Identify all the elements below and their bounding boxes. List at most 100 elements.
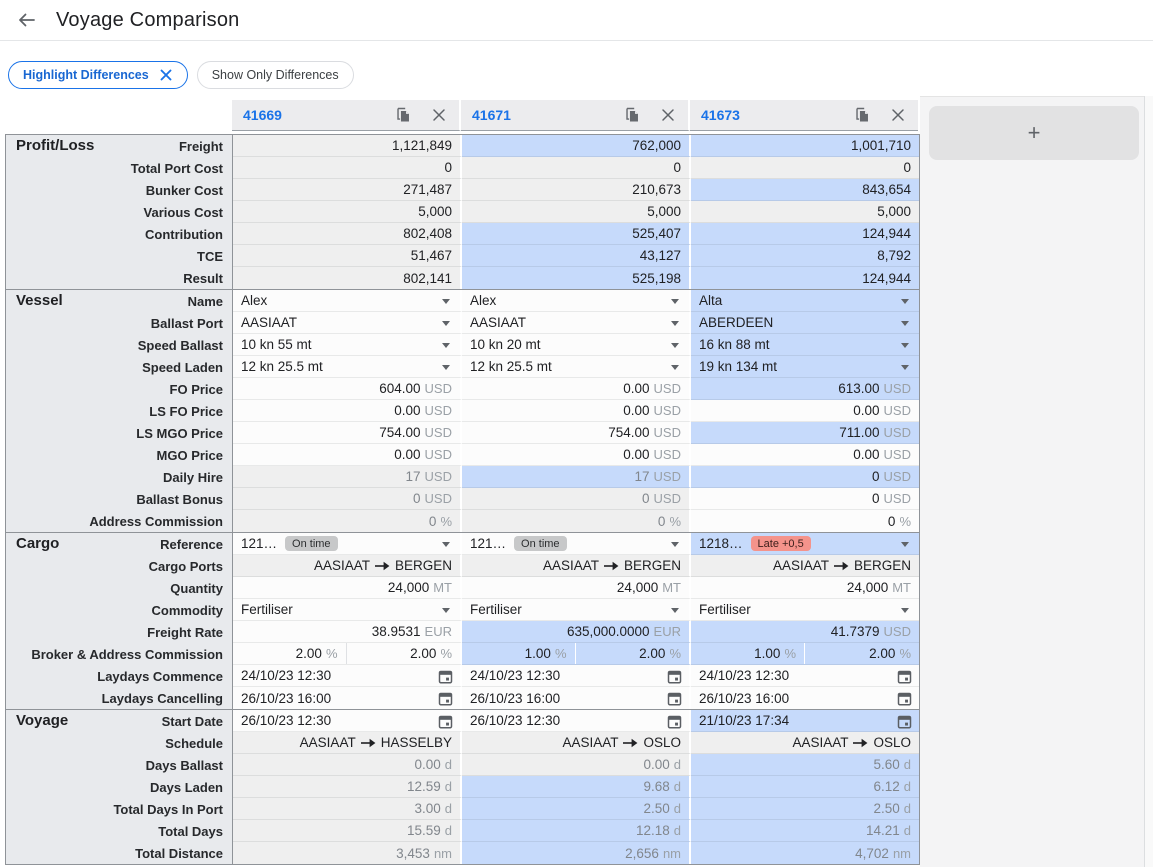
chevron-down-icon: [671, 542, 679, 547]
cell-laydays-cancelling-41673[interactable]: 26/10/23 16:00: [691, 687, 919, 709]
commission-field[interactable]: 2.00%: [347, 643, 461, 664]
cell-commodity-41669[interactable]: Fertiliser: [233, 599, 462, 621]
calendar-icon[interactable]: [667, 714, 682, 732]
cell-reference-41673[interactable]: 1218… Late +0,5: [691, 533, 919, 555]
calendar-icon[interactable]: [897, 669, 912, 687]
cell-fo-price-41673[interactable]: 613.00 USD: [691, 378, 919, 400]
cell-broker-address-commission-41671[interactable]: 1.00% 2.00%: [462, 643, 691, 665]
cell-laydays-cancelling-41671[interactable]: 26/10/23 16:00: [462, 687, 691, 709]
cell-quantity-41669[interactable]: 24,000 MT: [233, 577, 462, 599]
cell-ls-fo-price-41673[interactable]: 0.00 USD: [691, 400, 919, 422]
cell-start-date-41669[interactable]: 26/10/23 12:30: [233, 710, 462, 732]
commission-field[interactable]: 2.00%: [805, 643, 919, 664]
cell-mgo-price-41669[interactable]: 0.00 USD: [233, 444, 462, 466]
calendar-icon[interactable]: [667, 669, 682, 687]
row-label: Speed Laden: [6, 356, 233, 378]
row-label: Daily Hire: [6, 466, 233, 488]
cell-ls-mgo-price-41673[interactable]: 711.00 USD: [691, 422, 919, 444]
cell-ls-fo-price-41671[interactable]: 0.00 USD: [462, 400, 691, 422]
cell-quantity-41673[interactable]: 24,000 MT: [691, 577, 919, 599]
page-title: Voyage Comparison: [56, 8, 240, 31]
row-label: Address Commission: [6, 510, 233, 532]
cell-freight-rate-41671[interactable]: 635,000.0000 EUR: [462, 621, 691, 643]
cell-ballast-port-41671[interactable]: AASIAAT: [462, 312, 691, 334]
unit-label: d: [444, 823, 452, 838]
cell-freight-41669: 1,121,849: [233, 135, 462, 157]
cell-total-days-in-port-41669: 3.00 d: [233, 798, 462, 820]
cell-name-41671[interactable]: Alex: [462, 290, 691, 312]
close-icon[interactable]: [891, 108, 905, 122]
cell-freight-rate-41673[interactable]: 41.7379 USD: [691, 621, 919, 643]
copy-icon[interactable]: [624, 107, 641, 124]
cell-broker-address-commission-41673[interactable]: 1.00% 2.00%: [691, 643, 919, 665]
cell-speed-laden-41671[interactable]: 12 kn 25.5 mt: [462, 356, 691, 378]
cell-speed-laden-41673[interactable]: 19 kn 134 mt: [691, 356, 919, 378]
cell-speed-ballast-41669[interactable]: 10 kn 55 mt: [233, 334, 462, 356]
calendar-icon[interactable]: [897, 691, 912, 709]
cell-address-commission-41673[interactable]: 0%: [691, 510, 919, 532]
close-icon[interactable]: [432, 108, 446, 122]
cell-commodity-41673[interactable]: Fertiliser: [691, 599, 919, 621]
cell-laydays-commence-41673[interactable]: 24/10/23 12:30: [691, 665, 919, 687]
show-only-differences-chip[interactable]: Show Only Differences: [196, 61, 354, 89]
add-voyage-button[interactable]: +: [929, 106, 1139, 160]
cell-name-41669[interactable]: Alex: [233, 290, 462, 312]
cell-speed-laden-41669[interactable]: 12 kn 25.5 mt: [233, 356, 462, 378]
cell-ls-mgo-price-41669[interactable]: 754.00 USD: [233, 422, 462, 444]
calendar-icon[interactable]: [438, 714, 453, 732]
cell-start-date-41673[interactable]: 21/10/23 17:34: [691, 710, 919, 732]
cell-ls-mgo-price-41671[interactable]: 754.00 USD: [462, 422, 691, 444]
commission-field[interactable]: 1.00%: [462, 643, 576, 664]
cell-speed-ballast-41671[interactable]: 10 kn 20 mt: [462, 334, 691, 356]
cell-mgo-price-41671[interactable]: 0.00 USD: [462, 444, 691, 466]
close-icon[interactable]: [159, 68, 173, 82]
copy-icon[interactable]: [395, 107, 412, 124]
cell-fo-price-41671[interactable]: 0.00 USD: [462, 378, 691, 400]
cell-laydays-commence-41669[interactable]: 24/10/23 12:30: [233, 665, 462, 687]
cell-ls-fo-price-41669[interactable]: 0.00 USD: [233, 400, 462, 422]
unit-label: USD: [424, 425, 452, 440]
copy-icon[interactable]: [854, 107, 871, 124]
cell-broker-address-commission-41669[interactable]: 2.00% 2.00%: [233, 643, 462, 665]
unit-label: USD: [883, 491, 911, 506]
cell-mgo-price-41673[interactable]: 0.00 USD: [691, 444, 919, 466]
chevron-down-icon: [901, 299, 909, 304]
close-icon[interactable]: [661, 108, 675, 122]
cell-quantity-41671[interactable]: 24,000 MT: [462, 577, 691, 599]
cell-laydays-cancelling-41669[interactable]: 26/10/23 16:00: [233, 687, 462, 709]
commission-field[interactable]: 2.00%: [233, 643, 347, 664]
cell-start-date-41671[interactable]: 26/10/23 12:30: [462, 710, 691, 732]
highlight-differences-chip[interactable]: Highlight Differences: [8, 61, 188, 89]
cell-commodity-41671[interactable]: Fertiliser: [462, 599, 691, 621]
calendar-icon[interactable]: [438, 691, 453, 709]
cell-ballast-bonus-41673[interactable]: 0 USD: [691, 488, 919, 510]
cell-ballast-port-41669[interactable]: AASIAAT: [233, 312, 462, 334]
commission-field[interactable]: 1.00%: [691, 643, 805, 664]
cell-speed-ballast-41673[interactable]: 16 kn 88 mt: [691, 334, 919, 356]
cell-value: 754.00: [379, 425, 421, 440]
cell-name-41673[interactable]: Alta: [691, 290, 919, 312]
cell-value: 1,001,710: [850, 138, 911, 153]
cell-fo-price-41669[interactable]: 604.00 USD: [233, 378, 462, 400]
date-value: 24/10/23 12:30: [470, 668, 561, 683]
commission-field[interactable]: 2.00%: [576, 643, 690, 664]
cell-laydays-commence-41671[interactable]: 24/10/23 12:30: [462, 665, 691, 687]
cell-ballast-port-41673[interactable]: ABERDEEN: [691, 312, 919, 334]
vertical-scrollbar[interactable]: [1144, 96, 1153, 867]
unit-label: MT: [433, 580, 452, 595]
cell-value: 24,000: [387, 580, 430, 595]
cell-reference-41669[interactable]: 121… On time: [233, 533, 462, 555]
cell-daily-hire-41673[interactable]: 0 USD: [691, 466, 919, 488]
calendar-icon[interactable]: [438, 669, 453, 687]
calendar-icon[interactable]: [667, 691, 682, 709]
back-button[interactable]: [6, 0, 46, 40]
cell-value: 604.00: [379, 381, 421, 396]
row-label: Ballast Bonus: [6, 488, 233, 510]
calendar-icon[interactable]: [897, 714, 912, 732]
label-column-spacer: [5, 100, 232, 131]
arrow-right-icon: [374, 561, 390, 571]
cell-cargo-ports-41669: AASIAAT BERGEN: [233, 555, 462, 577]
cell-reference-41671[interactable]: 121… On time: [462, 533, 691, 555]
cell-contribution-41673: 124,944: [691, 223, 919, 245]
cell-freight-rate-41669[interactable]: 38.9531 EUR: [233, 621, 462, 643]
